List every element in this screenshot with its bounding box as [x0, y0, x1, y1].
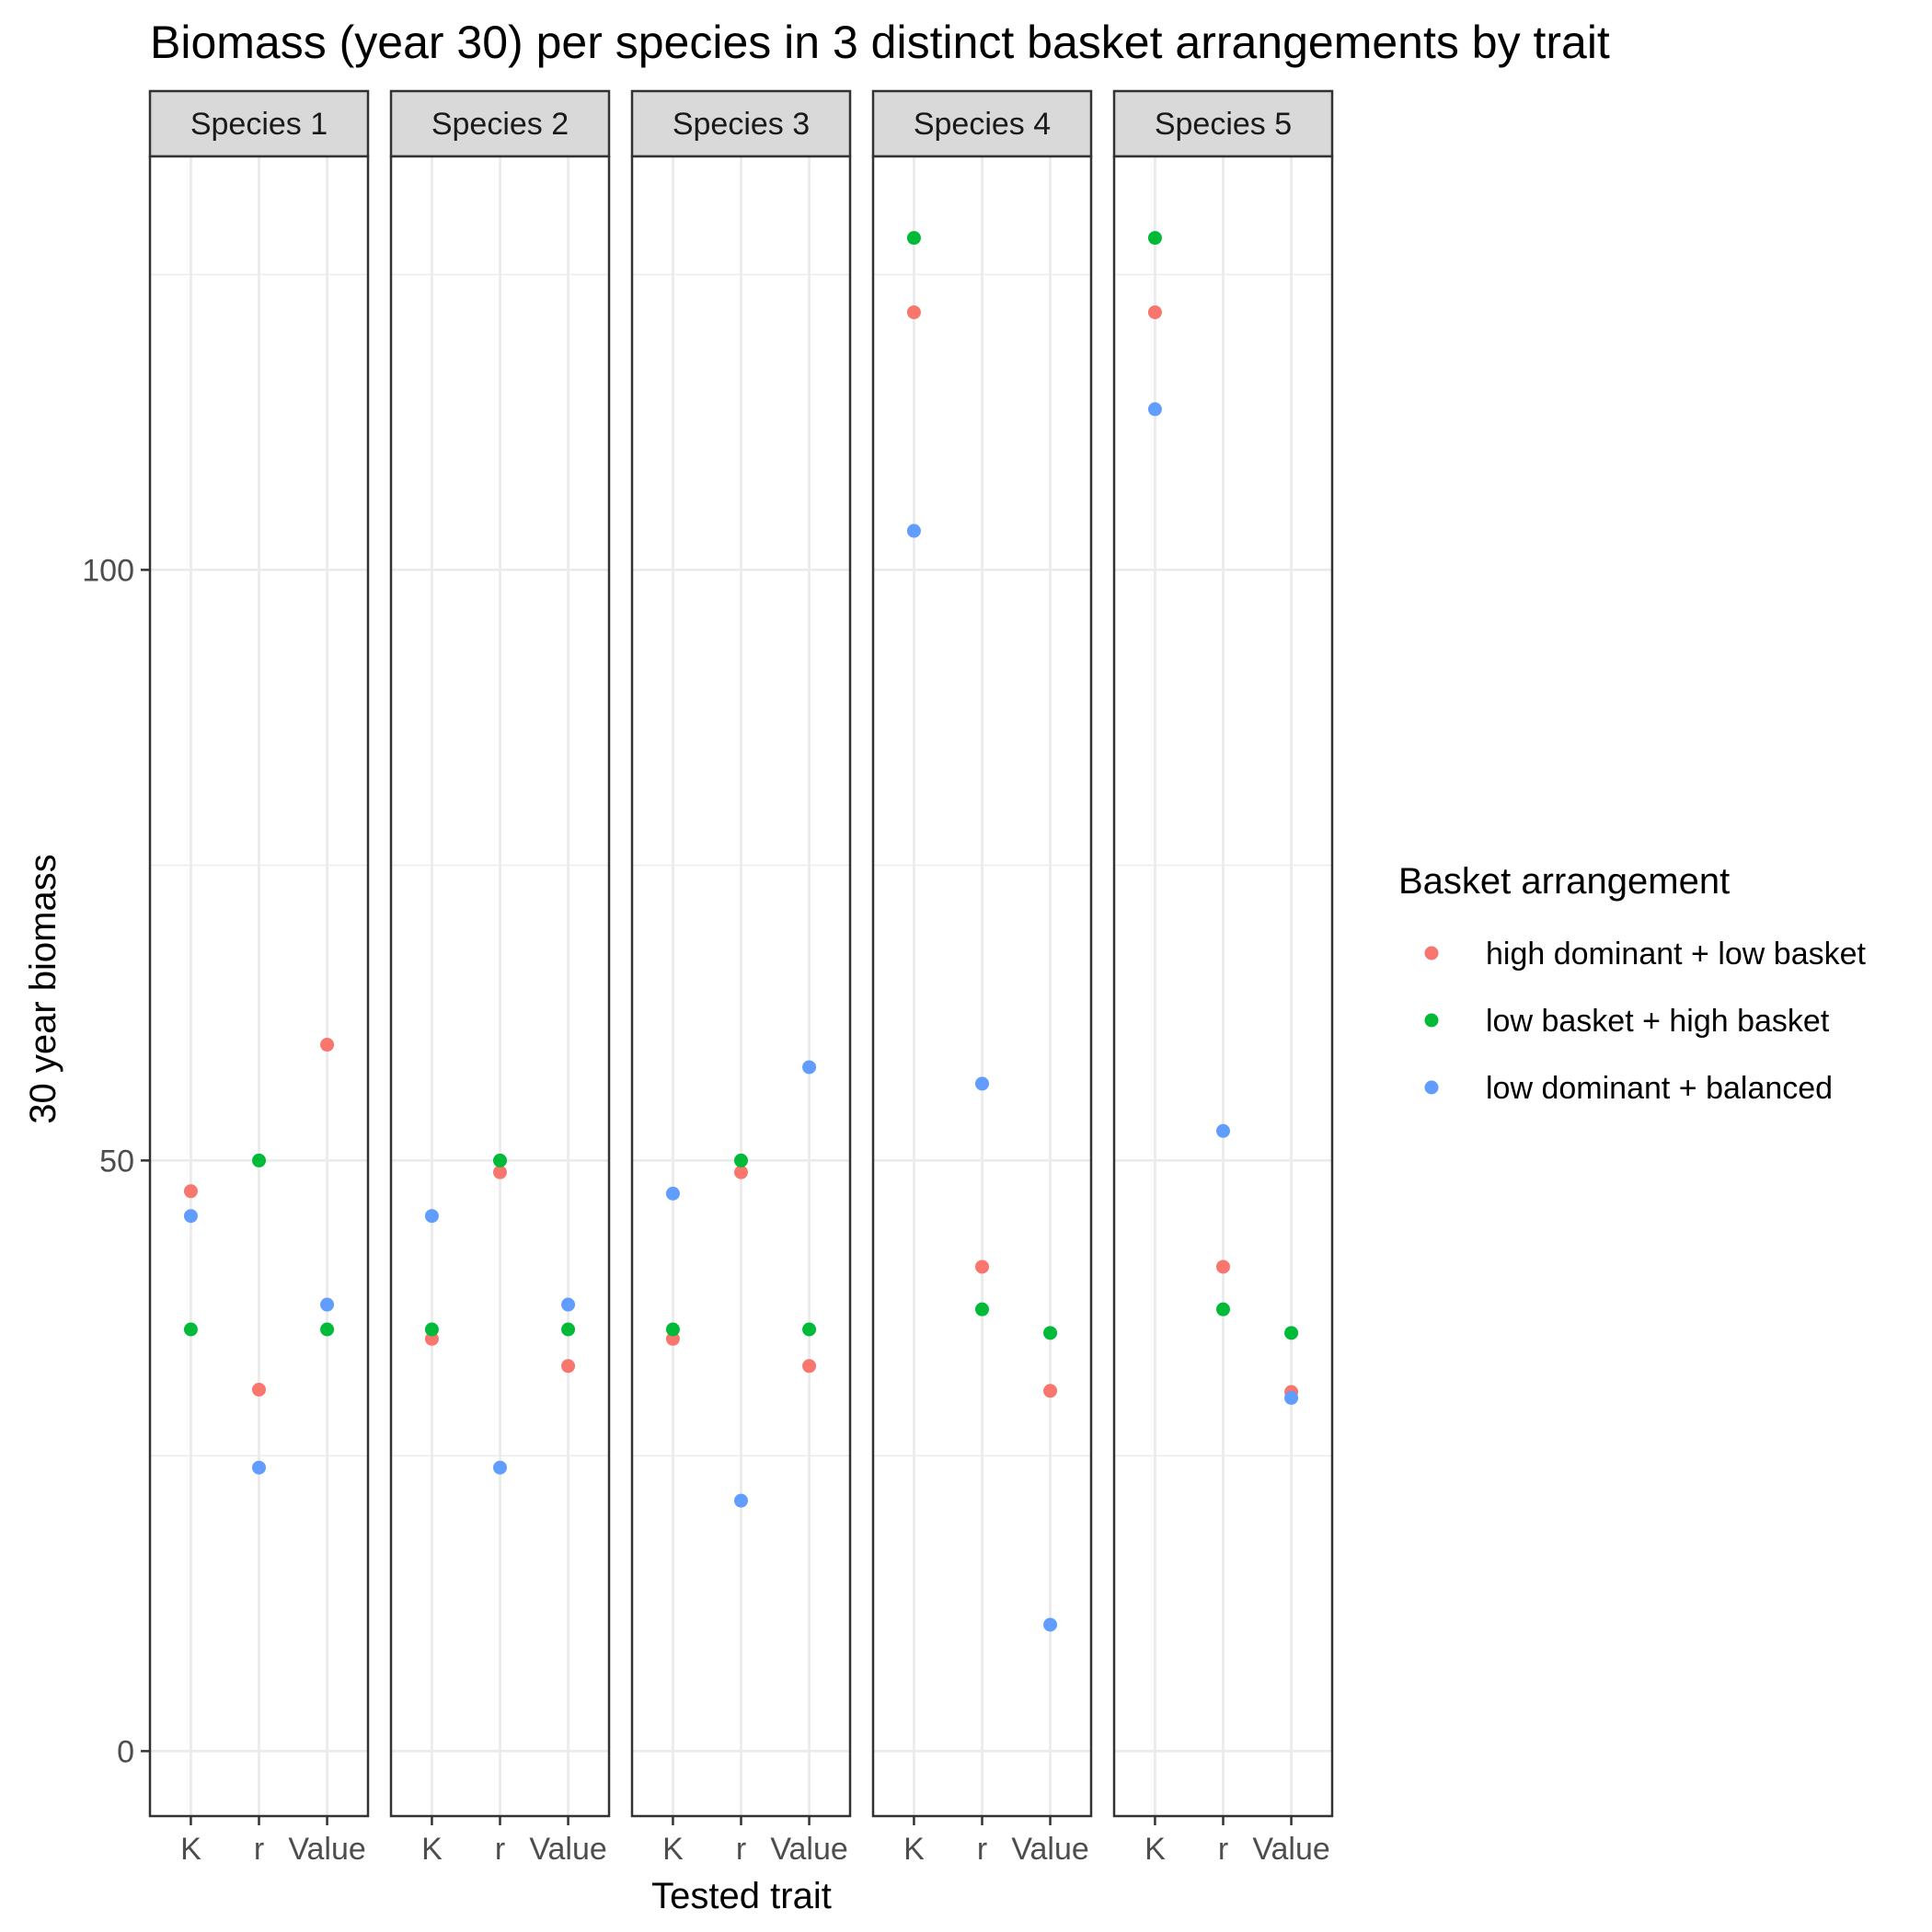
y-axis: 0 50 100 — [82, 553, 150, 1769]
data-point — [561, 1322, 576, 1337]
x-tick-label: K — [903, 1832, 925, 1867]
x-tick-label: K — [1144, 1832, 1166, 1867]
facet-strip-label: Species 3 — [673, 107, 810, 142]
data-point — [802, 1060, 817, 1075]
x-tick-label: r — [977, 1832, 987, 1867]
x-tick-label: Value — [770, 1832, 847, 1867]
x-axis-title: Tested trait — [651, 1876, 832, 1916]
y-axis-title: 30 year biomass — [23, 854, 63, 1123]
y-tick-label: 0 — [117, 1734, 134, 1769]
legend-label: low basket + high basket — [1486, 1004, 1830, 1039]
data-point — [975, 1076, 989, 1091]
legend-items: high dominant + low basket low basket + h… — [1424, 937, 1867, 1106]
data-point — [320, 1322, 335, 1337]
data-point — [975, 1302, 989, 1317]
x-tick-label: Value — [529, 1832, 606, 1867]
x-tick-label: Value — [1252, 1832, 1329, 1867]
data-point — [1216, 1302, 1230, 1317]
legend-key — [1424, 1080, 1439, 1095]
x-tick-label: r — [495, 1832, 505, 1867]
legend-label: high dominant + low basket — [1486, 937, 1867, 972]
data-point — [665, 1331, 680, 1346]
data-point — [320, 1038, 335, 1052]
data-point — [183, 1184, 198, 1199]
legend-item: low basket + high basket — [1424, 1004, 1830, 1039]
data-point — [1216, 1123, 1230, 1138]
facet-strip-label: Species 5 — [1155, 107, 1292, 142]
facet-panel: Species 1 K r Value — [148, 89, 370, 1867]
x-tick-label: r — [254, 1832, 264, 1867]
y-tick-label: 50 — [99, 1144, 134, 1179]
facet-strip — [871, 89, 1093, 158]
data-point — [320, 1297, 335, 1312]
legend-title: Basket arrangement — [1398, 861, 1730, 902]
data-point — [493, 1460, 507, 1475]
data-point — [424, 1331, 439, 1346]
facet-strip-label: Species 2 — [431, 107, 569, 142]
legend-key — [1424, 1013, 1439, 1028]
facet-strip-label: Species 4 — [914, 107, 1051, 142]
data-point — [252, 1382, 266, 1397]
facet-strip-label: Species 1 — [190, 107, 328, 142]
data-point — [183, 1322, 198, 1337]
data-point — [734, 1153, 748, 1167]
x-tick-label: K — [421, 1832, 443, 1867]
data-point — [802, 1322, 817, 1337]
data-point — [665, 1322, 680, 1337]
data-point — [493, 1165, 507, 1179]
data-point — [561, 1297, 576, 1312]
facet-strip — [630, 89, 852, 158]
x-tick-label: K — [180, 1832, 201, 1867]
data-point — [561, 1359, 576, 1374]
data-point — [906, 305, 921, 319]
data-point — [802, 1359, 817, 1374]
x-tick-label: r — [736, 1832, 746, 1867]
data-point — [906, 231, 921, 246]
x-tick-label: r — [1218, 1832, 1228, 1867]
data-point — [493, 1153, 507, 1167]
data-point — [424, 1209, 439, 1224]
data-point — [1043, 1384, 1058, 1398]
data-point — [975, 1259, 989, 1274]
x-tick-label: Value — [1011, 1832, 1088, 1867]
x-tick-label: Value — [288, 1832, 365, 1867]
data-point — [1043, 1326, 1058, 1340]
legend: Basket arrangement high dominant + low b… — [1398, 861, 1867, 1106]
data-point — [183, 1209, 198, 1224]
data-point — [1216, 1259, 1230, 1274]
legend-item: low dominant + balanced — [1424, 1071, 1833, 1106]
facet-panel: Species 2 K r Value — [389, 89, 611, 1867]
data-point — [1147, 305, 1162, 319]
chart-title: Biomass (year 30) per species in 3 disti… — [150, 17, 1610, 68]
facet-panel: Species 4 K r Value — [871, 89, 1093, 1867]
facet-panel: Species 5 K r Value — [1112, 89, 1334, 1867]
facet-strip — [1112, 89, 1334, 158]
data-point — [734, 1165, 748, 1179]
data-point — [252, 1153, 266, 1167]
legend-key — [1424, 946, 1439, 960]
data-point — [734, 1493, 748, 1508]
legend-label: low dominant + balanced — [1486, 1071, 1833, 1106]
data-point — [252, 1460, 266, 1475]
data-point — [1043, 1617, 1058, 1632]
data-point — [906, 523, 921, 538]
y-tick-label: 100 — [82, 553, 134, 588]
data-point — [424, 1322, 439, 1337]
data-point — [1284, 1326, 1299, 1340]
facet-strip — [148, 89, 370, 158]
legend-item: high dominant + low basket — [1424, 937, 1867, 972]
data-point — [1147, 402, 1162, 417]
facet-panel: Species 3 K r Value — [630, 89, 852, 1867]
data-point — [1147, 231, 1162, 246]
data-point — [665, 1186, 680, 1201]
data-point — [1284, 1390, 1299, 1405]
x-tick-label: K — [662, 1832, 684, 1867]
